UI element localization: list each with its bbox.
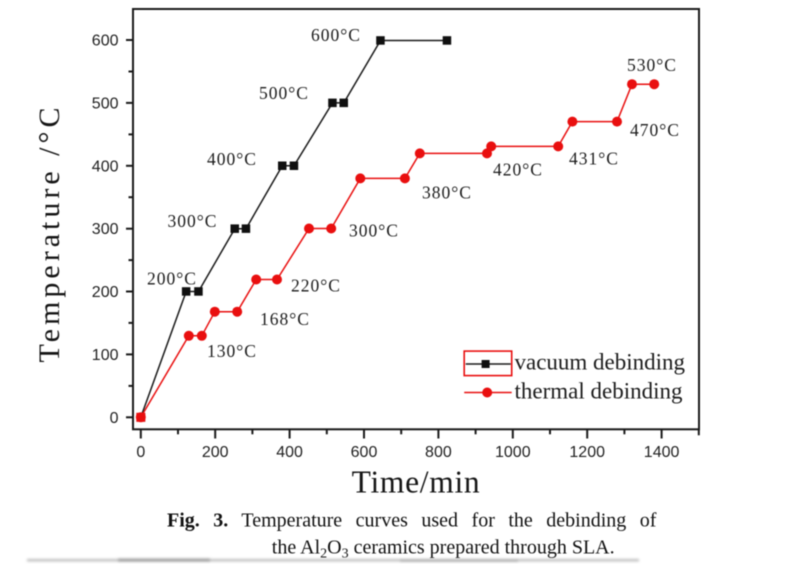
svg-text:500°C: 500°C — [259, 83, 309, 103]
svg-text:800: 800 — [425, 444, 452, 461]
svg-text:thermal debinding: thermal debinding — [515, 379, 683, 404]
svg-text:0: 0 — [110, 410, 119, 427]
svg-text:400°C: 400°C — [207, 149, 257, 169]
svg-text:600°C: 600°C — [311, 25, 361, 45]
svg-text:220°C: 220°C — [291, 276, 341, 296]
svg-text:300: 300 — [92, 221, 119, 238]
svg-text:130°C: 130°C — [207, 341, 257, 361]
svg-text:vacuum debinding: vacuum debinding — [515, 350, 686, 375]
svg-text:600: 600 — [92, 33, 119, 50]
svg-text:Time/min: Time/min — [352, 465, 481, 500]
svg-text:200°C: 200°C — [147, 269, 197, 289]
svg-text:380°C: 380°C — [422, 183, 472, 203]
svg-text:200: 200 — [202, 444, 229, 461]
svg-text:300°C: 300°C — [349, 221, 399, 241]
svg-text:470°C: 470°C — [630, 120, 680, 140]
svg-text:1400: 1400 — [644, 444, 680, 461]
svg-text:431°C: 431°C — [569, 149, 619, 169]
svg-text:600: 600 — [351, 444, 378, 461]
svg-text:420°C: 420°C — [493, 160, 543, 180]
svg-text:1000: 1000 — [495, 444, 531, 461]
svg-text:200: 200 — [92, 284, 119, 301]
svg-text:the Al2O3 ceramics prepared th: the Al2O3 ceramics prepared through SLA. — [272, 537, 615, 562]
svg-text:300°C: 300°C — [168, 211, 218, 231]
svg-text:Fig. 3. Temperature curves use: Fig. 3. Temperature curves used for the … — [167, 510, 657, 532]
svg-text:100: 100 — [92, 347, 119, 364]
svg-text:400: 400 — [276, 444, 303, 461]
svg-text:Temperature /°C: Temperature /°C — [33, 104, 66, 363]
svg-text:0: 0 — [136, 444, 145, 461]
svg-text:530°C: 530°C — [627, 55, 677, 75]
svg-text:400: 400 — [92, 158, 119, 175]
svg-text:500: 500 — [92, 95, 119, 112]
svg-text:1200: 1200 — [569, 444, 605, 461]
svg-text:168°C: 168°C — [260, 309, 310, 329]
